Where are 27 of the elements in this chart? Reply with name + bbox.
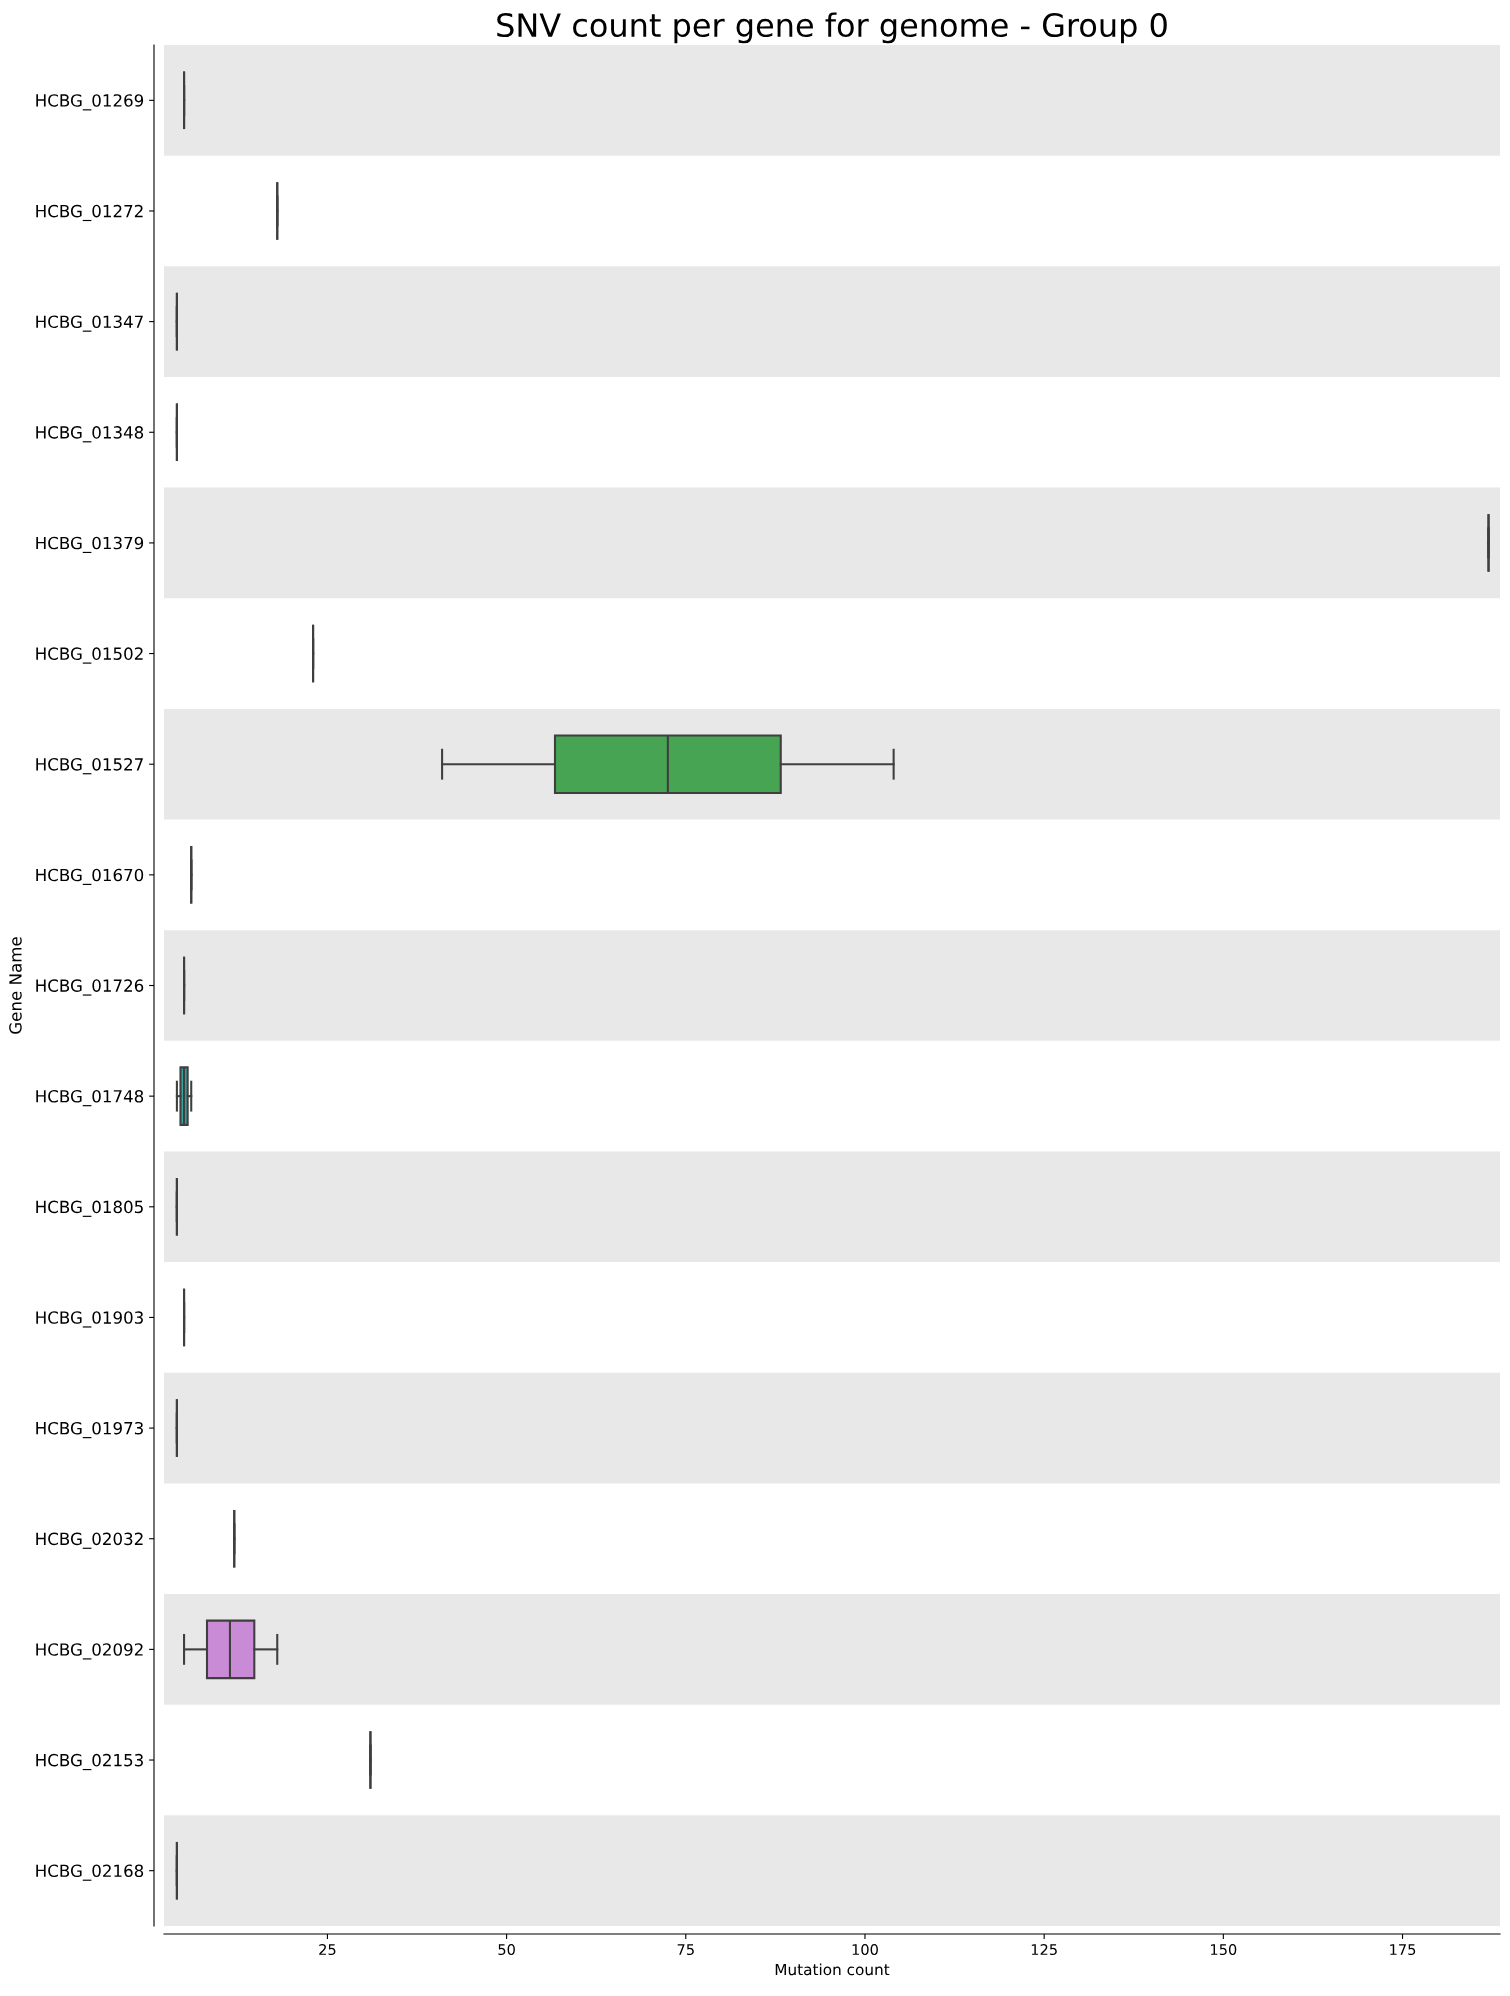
- x-tick-label: 25: [319, 1944, 336, 1956]
- x-tick-label: 100: [852, 1944, 878, 1956]
- y-tick-label: HCBG_02092: [36, 1643, 143, 1660]
- y-tick-label: HCBG_01973: [36, 1421, 143, 1439]
- y-tick-label: HCBG_01269: [36, 94, 144, 111]
- y-tick-label: HCBG_01272: [36, 204, 143, 222]
- y-axis-title: Gene Name: [9, 937, 22, 1034]
- y-tick-label: HCBG_01347: [36, 315, 143, 332]
- y-tick-label: HCBG_01805: [36, 1200, 143, 1217]
- y-tick-label: HCBG_01903: [36, 1311, 143, 1328]
- x-tick-label: 75: [677, 1944, 694, 1956]
- y-tick-label: HCBG_01726: [36, 979, 144, 996]
- y-tick-label: HCBG_01527: [36, 758, 143, 775]
- x-tick-label: 50: [498, 1944, 515, 1956]
- y-tick-label: HCBG_02153: [36, 1753, 143, 1771]
- x-axis-title: Mutation count: [775, 1963, 890, 1976]
- y-tick-label: HCBG_01748: [36, 1089, 144, 1107]
- x-tick-label: 175: [1390, 1944, 1416, 1956]
- y-tick-label: HCBG_01502: [36, 647, 143, 664]
- x-tick-label: 125: [1031, 1944, 1057, 1956]
- y-tick-label: HCBG_01670: [36, 868, 144, 885]
- y-tick-label: HCBG_02032: [36, 1532, 143, 1549]
- chart-title: SNV count per gene for genome - Group 0: [497, 12, 1167, 44]
- y-tick-label: HCBG_02168: [36, 1864, 144, 1881]
- y-tick-label: HCBG_01348: [36, 426, 144, 443]
- x-tick-label: 150: [1211, 1944, 1237, 1956]
- y-tick-label: HCBG_01379: [36, 536, 144, 554]
